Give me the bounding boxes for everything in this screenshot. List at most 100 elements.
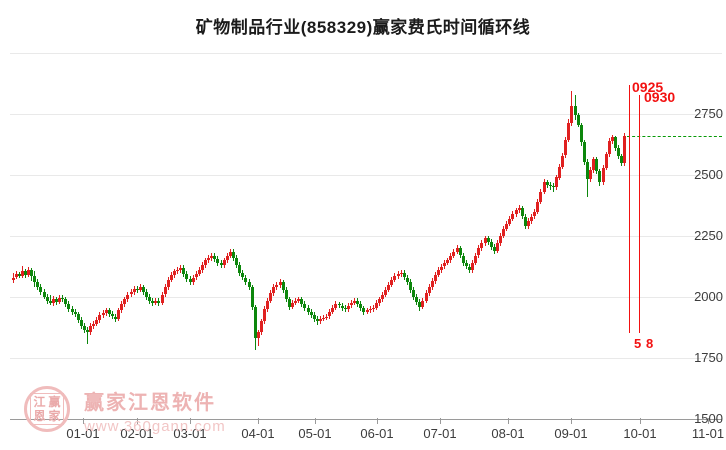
candle-down (145, 292, 148, 297)
candle-up (508, 218, 512, 224)
candle-up (256, 332, 260, 339)
candle-up (384, 289, 388, 295)
x-axis-tick (258, 418, 259, 424)
candle-up (191, 277, 195, 283)
candle-up (514, 210, 518, 215)
candle-up (322, 317, 325, 319)
candle-up (393, 276, 397, 280)
candle-down (343, 308, 347, 310)
candle-down (356, 300, 360, 305)
candle-down (232, 251, 235, 258)
candle-up (381, 294, 384, 300)
candle-down (55, 299, 58, 302)
candle-up (558, 166, 561, 178)
candle-down (114, 316, 117, 319)
gridline (10, 53, 722, 54)
candle-up (14, 273, 18, 278)
candle-down (250, 287, 254, 307)
candle-down (613, 137, 617, 148)
candle-up (126, 294, 130, 300)
candle-up (368, 309, 372, 311)
y-axis-tick-label: 2500 (694, 167, 723, 182)
candle-down (76, 314, 80, 321)
candle-up (331, 308, 335, 312)
candle-up (564, 139, 568, 156)
candle-up (104, 310, 108, 313)
candle-down (362, 308, 366, 312)
candle-down (135, 288, 139, 290)
candle-up (173, 271, 176, 276)
candle-down (598, 171, 602, 183)
candle-up (495, 243, 499, 251)
candle-up (390, 279, 394, 285)
candle-down (412, 289, 415, 297)
candle-down (182, 267, 186, 274)
candle-down (39, 287, 43, 293)
candle-up (169, 275, 173, 280)
x-axis-tick-label: 05-01 (298, 426, 332, 441)
y-axis-tick-label: 2000 (694, 289, 723, 304)
candle-down (402, 272, 406, 278)
candle-down (405, 277, 409, 283)
candle-down (582, 142, 586, 162)
candle-up (101, 312, 105, 316)
candle-up (474, 255, 478, 263)
candle-up (318, 319, 322, 322)
candle-up (433, 275, 437, 282)
candle-up (502, 228, 506, 236)
candle-up (210, 255, 214, 258)
candle-down (73, 311, 77, 314)
fib-line-sequence-label: 5 (634, 336, 642, 351)
candle-up (98, 315, 102, 321)
candle-up (346, 305, 350, 310)
candle-up (154, 300, 158, 304)
candle-up (328, 311, 332, 317)
candle-up (539, 192, 543, 202)
fib-time-cycle-line (629, 85, 630, 333)
x-axis-tick-label: 01-01 (66, 426, 100, 441)
candle-down (253, 306, 257, 339)
candle-up (297, 299, 301, 301)
y-axis-tick-label: 1500 (663, 411, 723, 426)
candle-down (595, 159, 599, 172)
candle-up (436, 270, 440, 276)
candle-up (477, 248, 481, 256)
candle-up (160, 294, 164, 304)
candle-down (64, 299, 68, 305)
candle-down (30, 270, 34, 277)
y-axis-tick-label: 1750 (694, 350, 723, 365)
candle-up (374, 303, 378, 308)
candle-down (464, 262, 468, 267)
x-axis-tick (708, 418, 709, 424)
candle-up (601, 167, 605, 183)
candle-wick (552, 183, 554, 193)
candle-up (446, 260, 450, 263)
fib-time-cycle-line (639, 95, 640, 333)
x-axis-tick (508, 418, 509, 424)
x-axis-tick-label: 11-01 (691, 426, 725, 441)
candle-up (129, 292, 133, 295)
candle-up (536, 201, 540, 212)
candle-up (480, 243, 484, 249)
candle-up (554, 177, 558, 188)
candle-up (623, 136, 627, 164)
candle-up (269, 293, 273, 301)
candle-down (281, 282, 285, 290)
candle-wick (49, 295, 51, 306)
candle-up (95, 320, 99, 324)
candle-up (399, 272, 403, 274)
candle-up (263, 309, 266, 322)
y-axis-tick-label: 2250 (694, 228, 723, 243)
gridline (10, 358, 722, 359)
x-axis-tick-label: 09-01 (554, 426, 588, 441)
candle-up (542, 182, 546, 193)
candle-up (334, 304, 338, 308)
candle-up (353, 300, 357, 304)
candle-down (306, 308, 310, 312)
candle-down (337, 304, 341, 306)
candle-up (471, 262, 474, 271)
candle-up (427, 287, 431, 294)
candle-down (551, 186, 555, 188)
